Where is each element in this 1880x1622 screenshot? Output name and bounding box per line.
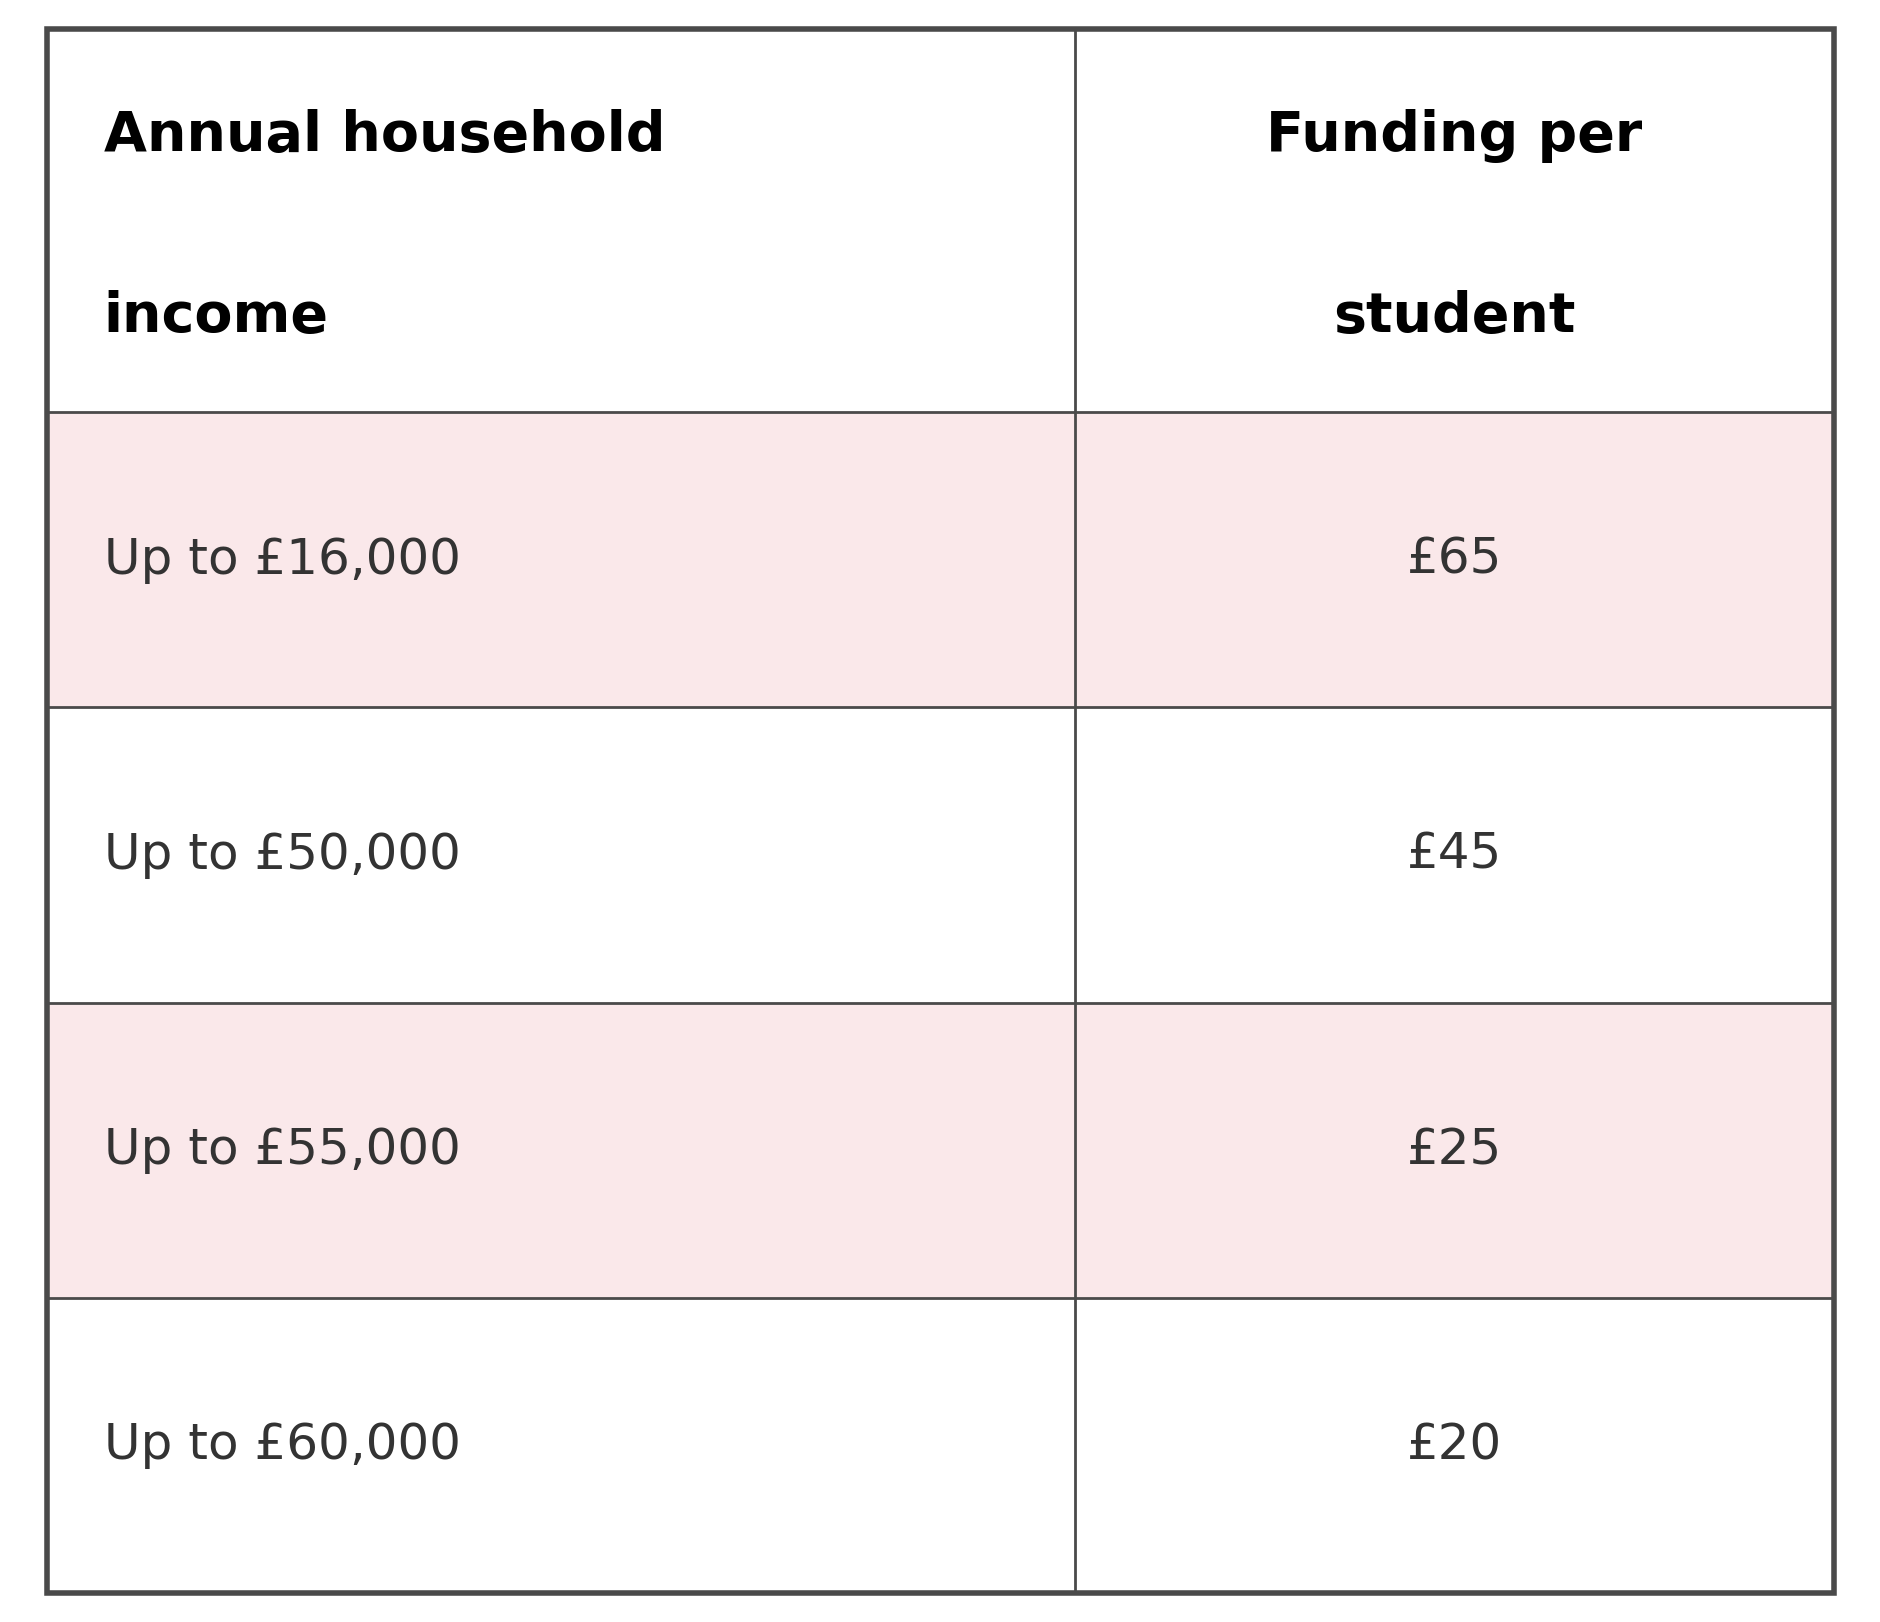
Bar — [47, 707, 1073, 1002]
Bar — [47, 1298, 1073, 1593]
Bar — [1073, 412, 1833, 707]
Text: £65: £65 — [1406, 535, 1500, 584]
Text: student: student — [1333, 289, 1575, 344]
Bar — [47, 412, 1073, 707]
Bar — [1073, 29, 1833, 412]
Text: £20: £20 — [1406, 1421, 1500, 1470]
Text: Up to £16,000: Up to £16,000 — [103, 535, 461, 584]
Bar — [1073, 1298, 1833, 1593]
Text: Up to £50,000: Up to £50,000 — [103, 830, 461, 879]
Bar — [47, 29, 1073, 412]
Bar — [1073, 1002, 1833, 1298]
Text: £45: £45 — [1406, 830, 1500, 879]
Text: Up to £60,000: Up to £60,000 — [103, 1421, 461, 1470]
Bar — [47, 1002, 1073, 1298]
Text: Annual household: Annual household — [103, 109, 666, 164]
Text: £25: £25 — [1406, 1126, 1500, 1174]
Text: Funding per: Funding per — [1265, 109, 1641, 164]
Text: income: income — [103, 289, 329, 344]
Bar — [1073, 707, 1833, 1002]
Text: Up to £55,000: Up to £55,000 — [103, 1126, 461, 1174]
